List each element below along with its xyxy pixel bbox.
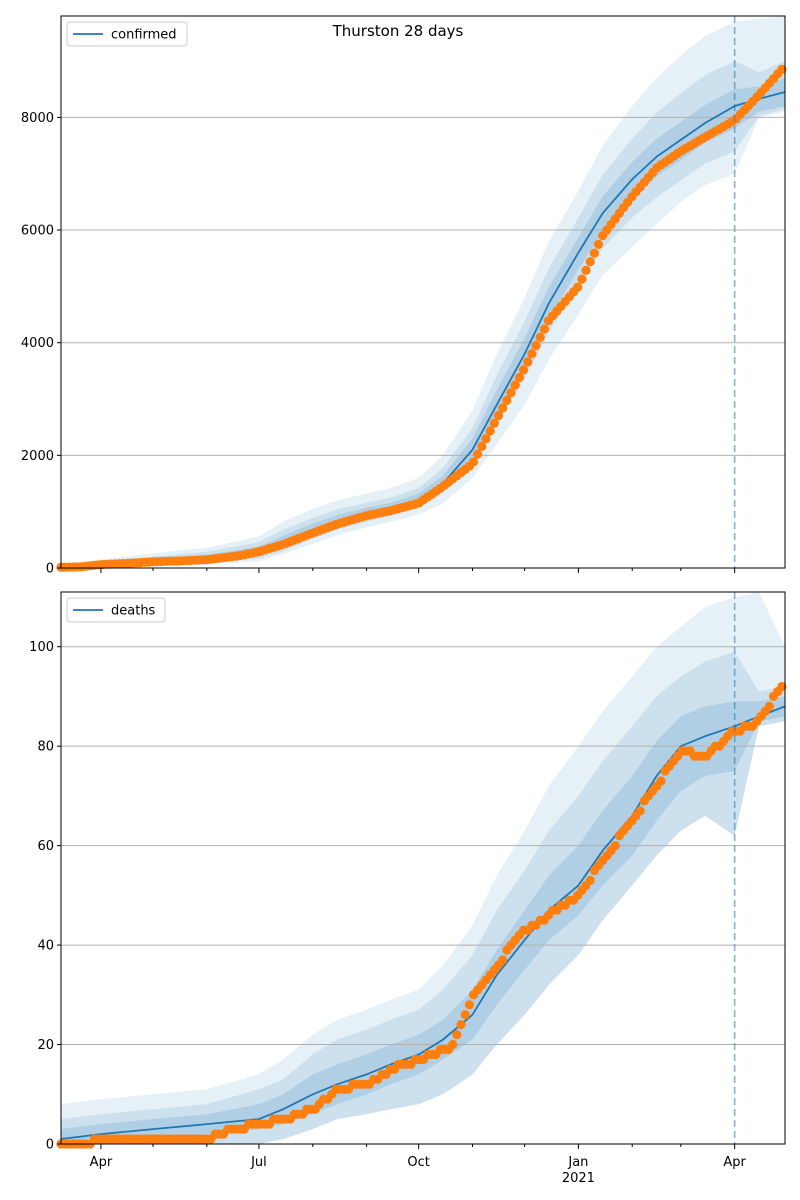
confirmed-observed-point xyxy=(535,332,545,342)
confirmed-y-axis: 0 2000 4000 6000 8000 xyxy=(21,111,61,577)
deaths-y-tick-label: 0 xyxy=(46,1138,54,1153)
confirmed-observed-point xyxy=(468,457,479,467)
confirmed-x-axis xyxy=(100,568,736,573)
confirmed-panel: 0 2000 4000 6000 8000 confirmed xyxy=(21,15,787,577)
deaths-observed-point xyxy=(777,681,787,692)
confirmed-band-middle xyxy=(61,61,785,568)
confirmed-legend-label: confirmed xyxy=(111,28,177,43)
confirmed-observed-point xyxy=(577,274,587,284)
x-tick-label: Apr xyxy=(723,1155,746,1170)
confirmed-observed-point xyxy=(510,380,520,390)
x-tick-label: Oct xyxy=(407,1155,429,1170)
deaths-y-tick-label: 60 xyxy=(37,839,54,854)
deaths-observed-point xyxy=(635,806,645,816)
deaths-observed-point xyxy=(464,1000,474,1010)
confirmed-plot-frame xyxy=(60,15,786,569)
confirmed-y-tick-label: 2000 xyxy=(21,449,54,464)
confirmed-legend-box xyxy=(66,21,188,47)
confirmed-observed-point xyxy=(498,403,508,413)
deaths-observed-point xyxy=(610,841,620,851)
confirmed-observed-point xyxy=(502,395,512,405)
confirmed-observed-point xyxy=(481,434,491,444)
confirmed-observed-point xyxy=(573,282,583,292)
confirmed-observed-point xyxy=(777,64,787,74)
deaths-observed-point xyxy=(764,701,775,712)
confirmed-observed-point xyxy=(518,365,529,375)
x-tick-label: Apr xyxy=(90,1155,113,1170)
confirmed-observed-point xyxy=(593,239,604,249)
deaths-observed-point xyxy=(585,875,595,886)
confirmed-observed-point xyxy=(493,411,504,421)
deaths-band-middle xyxy=(61,651,785,1144)
confirmed-y-tick-label: 6000 xyxy=(21,224,54,239)
deaths-model-line xyxy=(60,705,786,1140)
deaths-observed-point xyxy=(656,776,666,786)
x-tick-label: Jan xyxy=(567,1155,588,1170)
confirmed-observed-point xyxy=(523,357,533,367)
deaths-y-tick-label: 100 xyxy=(29,640,54,655)
confirmed-observed-point xyxy=(527,349,537,359)
confirmed-observed-point xyxy=(489,418,499,428)
confirmed-y-tick-label: 4000 xyxy=(21,336,54,351)
deaths-observed-point xyxy=(448,1039,458,1050)
confirmed-observed-point xyxy=(485,426,495,436)
deaths-y-tick-label: 20 xyxy=(37,1038,54,1053)
deaths-observed-point xyxy=(460,1010,470,1020)
confirmed-observed-point xyxy=(531,340,541,351)
deaths-y-tick-label: 40 xyxy=(37,939,54,954)
deaths-legend: deaths xyxy=(66,597,166,623)
confirmed-observed-point xyxy=(473,449,483,459)
x-tick-sublabel: 2021 xyxy=(562,1171,595,1186)
deaths-observed-points xyxy=(56,681,787,1149)
deaths-legend-label: deaths xyxy=(111,604,156,619)
confirmed-observed-point xyxy=(477,441,487,451)
deaths-plot-frame xyxy=(60,591,786,1145)
confirmed-observed-points xyxy=(56,64,787,572)
deaths-observed-point xyxy=(456,1020,466,1030)
deaths-observed-point xyxy=(452,1030,462,1040)
confirmed-observed-point xyxy=(585,257,595,267)
confirmed-band-inner xyxy=(61,78,785,568)
confirmed-y-tick-label: 0 xyxy=(46,562,54,577)
x-tick-label: Jul xyxy=(250,1155,267,1170)
confirmed-uncertainty-bands xyxy=(61,16,785,568)
deaths-observed-point xyxy=(498,955,508,965)
deaths-y-axis: 0 20 40 60 80 100 xyxy=(29,640,61,1153)
figure-title: Thurston 28 days xyxy=(332,22,464,40)
confirmed-y-tick-label: 8000 xyxy=(21,111,54,126)
confirmed-observed-point xyxy=(581,265,591,275)
confirmed-observed-point xyxy=(514,372,525,383)
deaths-band-inner xyxy=(61,696,785,1144)
confirmed-observed-point xyxy=(539,324,550,334)
confirmed-band-outer xyxy=(61,16,785,568)
confirmed-observed-point xyxy=(589,248,600,258)
confirmed-observed-point xyxy=(506,388,516,398)
deaths-y-tick-label: 80 xyxy=(37,740,54,755)
deaths-legend-box xyxy=(66,597,166,623)
deaths-band-outer xyxy=(61,592,785,1144)
deaths-uncertainty-bands xyxy=(61,592,785,1144)
confirmed-legend: confirmed xyxy=(66,21,188,47)
